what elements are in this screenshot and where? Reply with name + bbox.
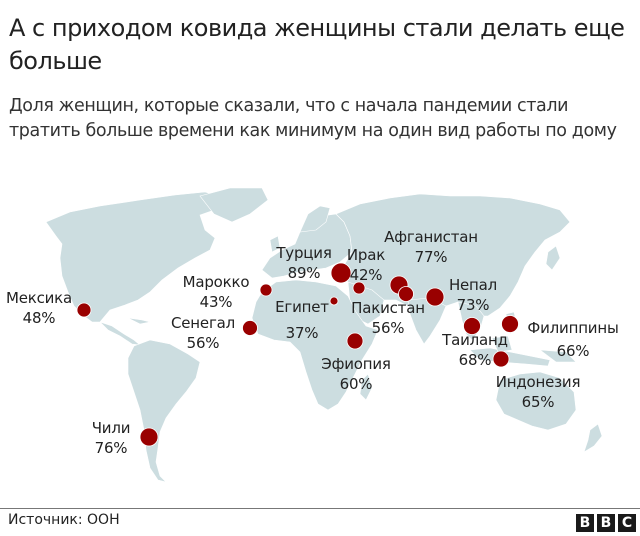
label-chile: Чили 76% — [91, 419, 131, 457]
world-map — [45, 187, 603, 483]
australia — [495, 371, 577, 431]
chart-subtitle: Доля женщин, которые сказали, что с нача… — [9, 96, 617, 141]
borneo — [491, 335, 513, 353]
bbc-logo: B B C — [576, 514, 636, 532]
label-pakistan: Пакистан 56% — [351, 299, 425, 337]
label-turkey: Турция 89% — [276, 244, 332, 282]
marker-senegal[interactable] — [242, 320, 258, 336]
label-mexico: Мексика 48% — [5, 289, 73, 327]
footer-divider — [0, 508, 640, 509]
marker-thailand[interactable] — [463, 317, 481, 335]
label-egypt: Египет 37% — [275, 298, 329, 342]
marker-pakistan[interactable] — [398, 286, 414, 302]
markers — [76, 262, 519, 447]
marker-indonesia[interactable] — [492, 350, 510, 368]
label-morocco: Марокко 43% — [182, 273, 250, 311]
land-masses — [45, 187, 603, 483]
chart-title: А с приходом ковида женщины стали делать… — [9, 14, 625, 75]
caribbean — [127, 317, 151, 325]
africa — [251, 279, 379, 411]
bbc-logo-letter-1: B — [576, 514, 594, 532]
marker-ethiopia[interactable] — [346, 332, 364, 350]
source-note: Источник: ООН — [8, 512, 120, 528]
central-america — [99, 321, 141, 346]
label-iraq: Ирак 42% — [346, 246, 386, 284]
madagascar — [359, 373, 373, 401]
north-america — [45, 191, 226, 323]
new-zealand — [583, 423, 603, 453]
marker-mexico[interactable] — [76, 302, 92, 318]
label-philippines: Филиппины 66% — [527, 319, 619, 360]
uk — [269, 235, 281, 253]
marker-morocco[interactable] — [259, 283, 273, 297]
marker-turkey[interactable] — [330, 262, 352, 284]
label-ethiopia: Эфиопия 60% — [321, 355, 391, 393]
bbc-logo-letter-3: C — [618, 514, 636, 532]
marker-philippines[interactable] — [501, 315, 519, 333]
marker-iraq[interactable] — [352, 281, 366, 295]
label-afghanistan: Афганистан 77% — [384, 228, 478, 266]
marker-egypt[interactable] — [329, 296, 339, 306]
greenland — [199, 187, 269, 223]
label-senegal: Сенегал 56% — [171, 314, 235, 352]
new-guinea — [538, 349, 577, 363]
label-nepal: Непал 73% — [448, 276, 498, 314]
bbc-logo-letter-2: B — [597, 514, 615, 532]
japan — [545, 245, 561, 271]
label-indonesia: Индонезия 65% — [495, 373, 581, 411]
marker-nepal[interactable] — [425, 287, 445, 307]
marker-chile[interactable] — [139, 427, 159, 447]
scandinavia — [299, 205, 331, 233]
south-america — [127, 339, 201, 483]
label-thailand: Таиланд 68% — [442, 331, 508, 369]
